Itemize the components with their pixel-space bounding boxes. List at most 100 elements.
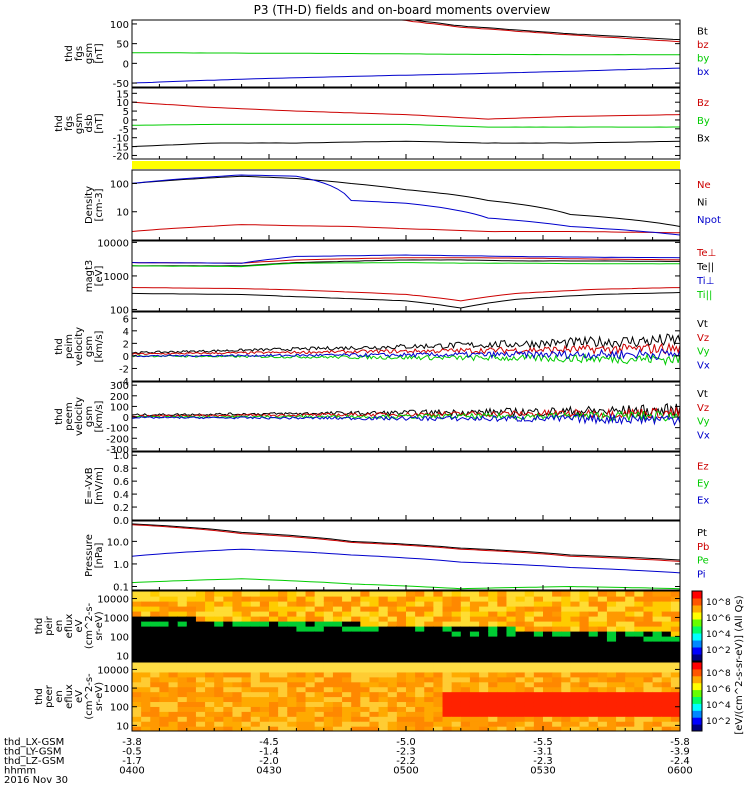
heatmap-cell (195, 611, 206, 617)
heatmap-cell (159, 611, 170, 617)
heatmap-cell (314, 606, 325, 612)
y-tick-label: 10 (116, 721, 129, 732)
heatmap-cell (451, 716, 462, 722)
heatmap-cell (259, 591, 270, 597)
heatmap-cell (269, 616, 279, 622)
heatmap-cell (552, 616, 562, 622)
heatmap-cell (415, 651, 425, 657)
heatmap-cell (488, 646, 498, 652)
heatmap-cell (305, 621, 316, 627)
heatmap-cell (625, 591, 635, 597)
heatmap-cell (643, 726, 654, 731)
heatmap-cell (177, 681, 188, 688)
heatmap-cell (634, 646, 645, 652)
heatmap-cell (287, 636, 297, 642)
heatmap-cell (433, 726, 444, 731)
heatmap-cell (296, 706, 307, 712)
heatmap-cell (296, 596, 307, 602)
series-Vx (132, 348, 680, 361)
heatmap-cell (369, 696, 380, 703)
legend-Pb: Pb (697, 542, 709, 553)
heatmap-cell (314, 636, 325, 642)
heatmap-cell (360, 601, 371, 607)
heatmap-cell (451, 706, 462, 712)
heatmap-cell (652, 646, 663, 652)
heatmap-cell (643, 696, 654, 703)
heatmap-cell (214, 601, 224, 607)
heatmap-cell (360, 591, 371, 597)
colorbar-tick-label: 10^2 (706, 717, 731, 727)
heatmap-cell (460, 706, 471, 712)
heatmap-cell (223, 611, 234, 617)
heatmap-cell (597, 646, 608, 652)
heatmap-cell (469, 601, 480, 607)
heatmap-cell (424, 701, 434, 707)
heatmap-cell (634, 681, 645, 688)
heatmap-cell (533, 686, 544, 693)
y-axis-label: eV (74, 690, 85, 703)
colorbar-tick-label: 10^2 (706, 646, 731, 656)
heatmap-cell (278, 681, 288, 688)
heatmap-cell (570, 591, 581, 597)
heatmap-cell (232, 716, 243, 722)
y-tick-label: 300 (110, 381, 129, 392)
heatmap-cell (533, 726, 544, 731)
heatmap-cell (351, 631, 361, 637)
legend-bz: bz (697, 40, 709, 51)
heatmap-cell (159, 716, 170, 722)
heatmap-cell (588, 711, 599, 717)
heatmap-cell (305, 701, 316, 707)
heatmap-cell (323, 686, 334, 693)
heatmap-cell (396, 591, 407, 597)
heatmap-cell (406, 726, 416, 731)
heatmap-cell (296, 676, 307, 683)
heatmap-cell (287, 606, 297, 612)
heatmap-cell (250, 706, 261, 712)
heatmap-cell (515, 721, 526, 727)
heatmap-cell (259, 711, 270, 717)
heatmap-cell (396, 691, 407, 698)
heatmap-cell (597, 626, 608, 632)
heatmap-cell (387, 591, 398, 597)
footer-value: -1.4 (259, 747, 279, 758)
heatmap-cell (524, 711, 535, 717)
heatmap-cell (132, 606, 142, 612)
heatmap-cell (132, 711, 142, 717)
heatmap-cell (369, 641, 380, 647)
heatmap-cell (287, 711, 297, 717)
heatmap-cell (451, 651, 462, 657)
heatmap-cell (543, 616, 553, 622)
heatmap-cell (588, 606, 599, 612)
y-tick-label: 10 (116, 208, 129, 219)
heatmap-cell (670, 611, 680, 617)
heatmap-cell (579, 636, 590, 642)
heatmap-cell (332, 626, 343, 632)
heatmap-cell (232, 671, 243, 678)
heatmap-cell (259, 601, 270, 607)
heatmap-cell (616, 636, 626, 642)
heatmap-cell (424, 686, 434, 693)
heatmap-cell (132, 591, 142, 597)
heatmap-cell (205, 681, 215, 688)
heatmap-cell (442, 706, 453, 712)
heatmap-cell (552, 641, 562, 647)
colorbar-swatch (692, 724, 702, 732)
heatmap-cell (661, 666, 672, 673)
y-tick-label: 10000 (97, 238, 129, 249)
heatmap-cell (460, 631, 471, 637)
heatmap-cell (132, 691, 142, 698)
heatmap-cell (570, 676, 581, 683)
heatmap-cell (159, 681, 170, 688)
heatmap-cell (296, 606, 307, 612)
heatmap-cell (223, 721, 234, 727)
heatmap-cell (488, 716, 498, 722)
heatmap-cell (506, 601, 517, 607)
heatmap-cell (305, 691, 316, 698)
heatmap-cell (451, 596, 462, 602)
heatmap-cell (351, 606, 361, 612)
heatmap-cell (488, 676, 498, 683)
heatmap-cell (287, 666, 297, 673)
heatmap-cell (396, 616, 407, 622)
heatmap-cell (269, 591, 279, 597)
